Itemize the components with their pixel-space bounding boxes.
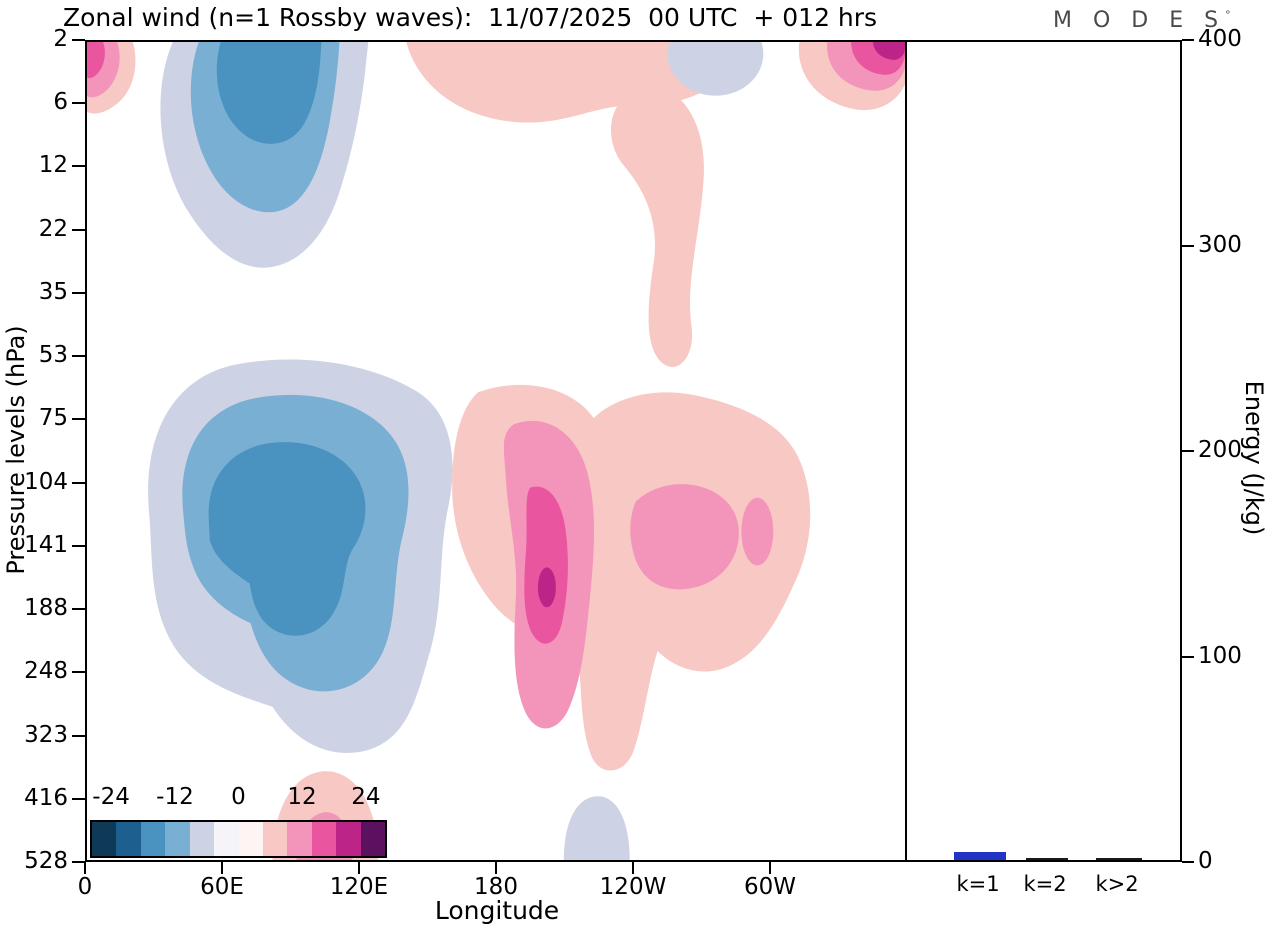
longitude-axis-tick-label: 60W (743, 874, 796, 900)
energy-bar-panel (905, 40, 1182, 862)
colorbar-tick-label: 0 (231, 784, 246, 810)
energy-axis-tick (1182, 861, 1194, 863)
negative-anomaly-region (208, 442, 366, 636)
pressure-axis-tick-label: 53 (38, 342, 68, 369)
bar-k1 (954, 851, 1006, 860)
modes-logo-text: M O D E S (1053, 8, 1226, 33)
pressure-axis-tick (72, 39, 85, 41)
pressure-axis-tick-label: 6 (53, 89, 68, 116)
colorbar-segment (165, 822, 190, 856)
colorbar-segment (360, 822, 386, 856)
pressure-axis-tick-label: 248 (24, 658, 68, 685)
energy-axis-tick (1182, 244, 1194, 247)
pressure-axis-tick-label: 323 (24, 721, 68, 748)
longitude-axis-tick (769, 862, 771, 874)
colorbar-swatches (90, 820, 387, 858)
pressure-axis-tick (72, 165, 85, 168)
colorbar-segment (116, 822, 141, 856)
positive-anomaly-region (741, 497, 774, 566)
longitude-axis-tick-label: 0 (77, 874, 93, 900)
longitude-axis-tick-label: 180 (474, 874, 518, 900)
pressure-axis-tick-label: 2 (53, 26, 68, 52)
colorbar-tick-label: 24 (351, 784, 381, 810)
pressure-axis-tick (72, 734, 85, 737)
pressure-axis-tick (72, 228, 85, 231)
positive-anomaly-core (537, 567, 556, 608)
energy-axis-tick-label: 300 (1198, 231, 1242, 258)
longitude-axis-tick (632, 862, 634, 874)
pressure-axis-tick-label: 141 (24, 531, 68, 558)
longitude-axis-tick (221, 862, 223, 874)
colorbar-segment (92, 822, 117, 856)
contour-field (87, 42, 905, 860)
bar-k2 (1026, 857, 1068, 860)
colorbar-tick-label: -12 (156, 784, 194, 810)
colorbar-segment (336, 822, 361, 856)
pressure-axis-tick (72, 418, 85, 421)
longitude-axis-tick-label: 60E (200, 874, 244, 900)
negative-anomaly-region (216, 42, 322, 144)
pressure-axis-tick-label: 12 (38, 152, 68, 179)
pressure-axis-tick-label: 75 (38, 405, 68, 432)
bar-kgt2 (1096, 857, 1142, 860)
longitude-axis-label: Longitude (434, 896, 560, 925)
energy-axis-tick (1182, 450, 1194, 452)
colorbar-segment (262, 822, 288, 856)
bar-category-label: k=2 (1023, 872, 1067, 896)
colorbar-segment (214, 822, 239, 856)
energy-axis-tick (1182, 39, 1194, 41)
positive-anomaly-region (87, 42, 105, 79)
positive-anomaly-region (630, 484, 739, 590)
longitude-axis-tick (495, 862, 497, 874)
bar-category-label: k=1 (956, 872, 1000, 896)
pressure-axis-tick-label: 104 (24, 468, 68, 495)
longitude-axis-tick (358, 862, 360, 874)
pressure-axis-tick-label: 416 (24, 784, 68, 811)
colorbar-segment (311, 822, 337, 856)
modes-logo: M O D E S° (1053, 8, 1231, 33)
energy-axis-tick-label: 100 (1198, 642, 1242, 669)
pressure-axis-tick-label: 35 (38, 278, 68, 305)
modes-logo-mark: ° (1225, 8, 1231, 22)
pressure-axis-tick (72, 102, 85, 105)
positive-anomaly-region (524, 486, 568, 644)
pressure-axis-tick (72, 797, 85, 800)
longitude-axis-tick (84, 862, 86, 874)
colorbar-segment (189, 822, 215, 856)
colorbar-tick-label: 12 (287, 784, 317, 810)
longitude-axis-tick-label: 120E (329, 874, 389, 900)
pressure-axis-tick-label: 22 (38, 215, 68, 242)
contour-plot-area: -24 -12 0 12 24 (85, 40, 907, 862)
bar-category-label: k>2 (1095, 872, 1139, 896)
negative-anomaly-region (563, 796, 630, 860)
colorbar-segment (287, 822, 312, 856)
energy-axis-label: Energy (J/kg) (1240, 380, 1268, 536)
colorbar: -24 -12 0 12 24 (90, 784, 387, 858)
negative-anomaly-region (667, 42, 764, 96)
positive-anomaly-region (873, 42, 905, 60)
pressure-axis-tick (72, 544, 85, 547)
pressure-axis-tick-label: 528 (24, 848, 68, 874)
energy-axis-tick (1182, 655, 1194, 658)
colorbar-tick-label: -24 (92, 784, 130, 810)
pressure-axis-tick (72, 355, 85, 358)
pressure-axis-tick (72, 671, 85, 674)
colorbar-segment (238, 822, 263, 856)
pressure-axis-tick (72, 608, 85, 611)
longitude-axis-tick-label: 120W (599, 874, 667, 900)
pressure-axis-tick (72, 481, 85, 484)
pressure-axis-tick (72, 291, 85, 294)
energy-axis-tick-label: 200 (1198, 437, 1242, 463)
pressure-axis-tick (72, 861, 85, 863)
positive-anomaly-region (610, 81, 704, 367)
colorbar-segment (140, 822, 166, 856)
chart-title: Zonal wind (n=1 Rossby waves): 11/07/202… (63, 3, 878, 32)
energy-axis-tick-label: 0 (1198, 848, 1213, 874)
energy-axis-tick-label: 400 (1198, 26, 1242, 52)
colorbar-labels: -24 -12 0 12 24 (90, 784, 387, 818)
pressure-axis-tick-label: 188 (24, 595, 68, 622)
